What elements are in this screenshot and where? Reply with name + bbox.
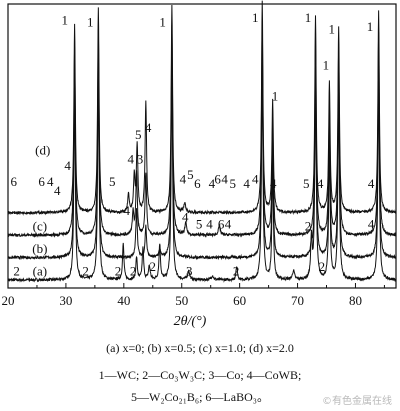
chart-traces xyxy=(7,0,397,283)
x-tick-label: 60 xyxy=(233,293,246,308)
peak-label-wc: 1 xyxy=(159,15,166,30)
peak-label: 4 xyxy=(368,216,375,231)
peak-label-wc: 1 xyxy=(323,57,330,72)
x-tick-label: 80 xyxy=(349,293,362,308)
peak-label-wc: 1 xyxy=(62,12,69,27)
peak-label: 6 xyxy=(214,172,221,187)
peak-label: 4 xyxy=(368,176,375,191)
x-tick-label: 20 xyxy=(2,293,15,308)
peak-label: 4 xyxy=(270,176,277,191)
peak-label: 4 xyxy=(221,172,228,187)
peak-label: 2 xyxy=(115,264,122,279)
peak-label: 3 xyxy=(186,264,193,279)
peak-label-wc: 1 xyxy=(272,89,279,104)
peak-label: 3 xyxy=(137,151,144,166)
peak-label: 2 xyxy=(150,259,157,274)
peak-label: 4 xyxy=(128,151,135,166)
peak-label: (c) xyxy=(33,219,47,234)
peak-label-wc: 1 xyxy=(328,21,335,36)
peak-label: 2 xyxy=(305,219,312,234)
x-tick-label: 40 xyxy=(117,293,130,308)
series-d xyxy=(7,0,397,216)
peak-label: 4 xyxy=(145,120,152,135)
peak-label: 2 xyxy=(319,259,326,274)
peak-label: 4 xyxy=(206,216,213,231)
plot-frame xyxy=(7,3,397,289)
x-tick-label: 70 xyxy=(291,293,304,308)
peak-label: 4 xyxy=(182,210,189,225)
peak-label: 4 xyxy=(180,172,187,187)
x-tick-label: 30 xyxy=(59,293,72,308)
peak-label: 4 xyxy=(252,172,259,187)
peak-label: 4 xyxy=(225,216,232,231)
caption-phases-line2: 5—W₂Co₂₁B₆; 6—LaBO₃。 xyxy=(131,390,269,404)
peak-label: (b) xyxy=(32,241,47,256)
peak-label: 6 xyxy=(218,216,225,231)
chart-axes: 20 30 40 50 60 70 80 xyxy=(2,3,397,308)
peak-label: 4 xyxy=(209,176,216,191)
peak-label: (a) xyxy=(33,264,47,279)
series-c xyxy=(7,23,397,239)
peak-label: 2 xyxy=(82,264,89,279)
watermark: ©有色金属在线 xyxy=(322,396,392,407)
peak-label: 6 xyxy=(38,174,45,189)
series-b xyxy=(7,44,397,261)
peak-label-wc: 1 xyxy=(87,15,94,30)
caption-phases-line1: 1—WC; 2—Co₃W₃C; 3—Co; 4—CoWB; xyxy=(98,368,302,382)
peak-label: 5 xyxy=(229,176,236,191)
x-axis-label: 2θ/(°) xyxy=(174,314,207,329)
peak-label-wc: 1 xyxy=(367,19,374,34)
peak-label: 4 xyxy=(123,203,130,218)
peak-label: 5 xyxy=(187,167,194,182)
peak-label: 5 xyxy=(196,216,203,231)
peak-label: 6 xyxy=(11,174,18,189)
peak-label: (d) xyxy=(35,142,50,157)
peak-label: 4 xyxy=(243,176,250,191)
series-a xyxy=(7,69,397,283)
peak-label: 5 xyxy=(135,127,142,142)
peak-label: 2 xyxy=(233,264,240,279)
peak-label: 5 xyxy=(109,174,116,189)
peak-label: 4 xyxy=(54,183,61,198)
peak-label-wc: 1 xyxy=(305,10,312,25)
xrd-chart: 20 30 40 50 60 70 80 2 (a) 2 2 2 2 3 222(b)(c)4 4 5 4 6 4 4… xyxy=(2,0,397,329)
caption-samples: (a) x=0; (b) x=0.5; (c) x=1.0; (d) x=2.0 xyxy=(106,341,294,355)
peak-label-wc: 1 xyxy=(252,10,259,25)
peak-label: 4 xyxy=(317,176,324,191)
peak-label: 5 xyxy=(303,176,310,191)
peak-label: 2 xyxy=(130,264,137,279)
peak-label: 4 xyxy=(64,158,71,173)
peak-label: 4 xyxy=(47,174,54,189)
peak-label: 2 xyxy=(13,264,20,279)
x-tick-label: 50 xyxy=(175,293,188,308)
peak-label: 6 xyxy=(194,176,201,191)
